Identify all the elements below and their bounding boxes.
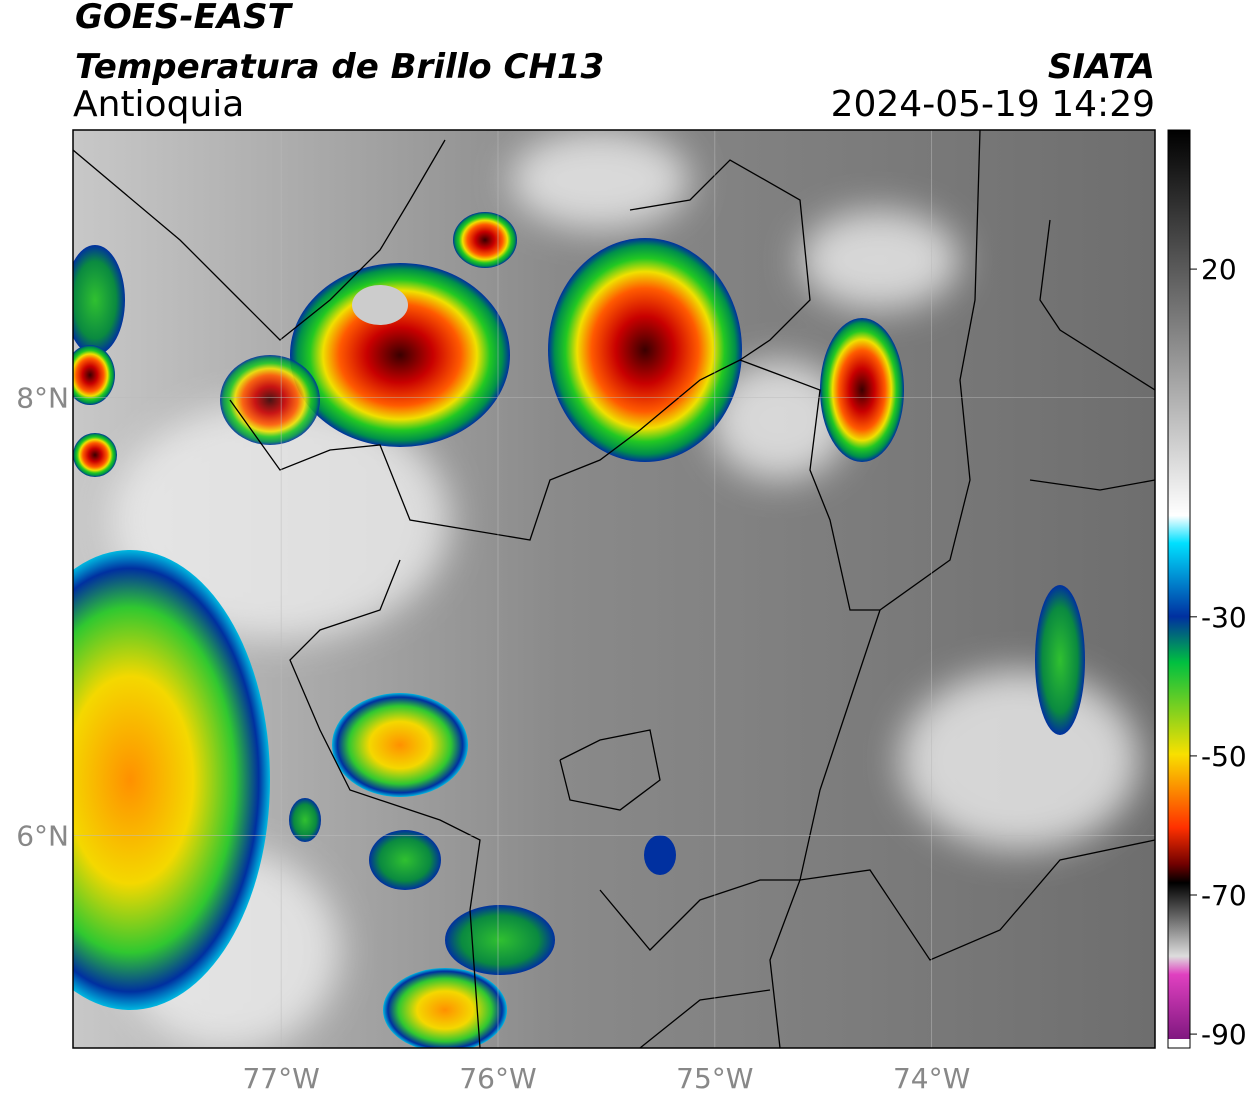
region: Antioquia <box>73 84 244 125</box>
colorbar-tick-label: -70 <box>1201 879 1247 912</box>
map-frame <box>72 129 1156 1049</box>
x-tick-label: 74°W <box>893 1062 970 1095</box>
colorbar-tick-label: -30 <box>1201 601 1247 634</box>
source: SIATA <box>1048 47 1155 87</box>
satellite-image <box>73 130 1155 1048</box>
colorbar <box>1167 129 1191 1049</box>
title: GOES-EAST <box>75 0 294 37</box>
datetime: 2024-05-19 14:29 <box>831 84 1155 125</box>
x-tick-label: 77°W <box>242 1062 319 1095</box>
y-tick-label: 6°N <box>16 819 69 852</box>
grid <box>73 130 1155 1048</box>
colorbar-tick-label: -50 <box>1201 740 1247 773</box>
colorbar-tick-label: 20 <box>1201 253 1237 286</box>
x-tick-label: 76°W <box>459 1062 536 1095</box>
subtitle: Temperatura de Brillo CH13 <box>75 47 604 87</box>
y-tick-label: 8°N <box>16 381 69 414</box>
x-tick-label: 75°W <box>676 1062 753 1095</box>
colorbar-tick-label: -90 <box>1201 1018 1247 1051</box>
